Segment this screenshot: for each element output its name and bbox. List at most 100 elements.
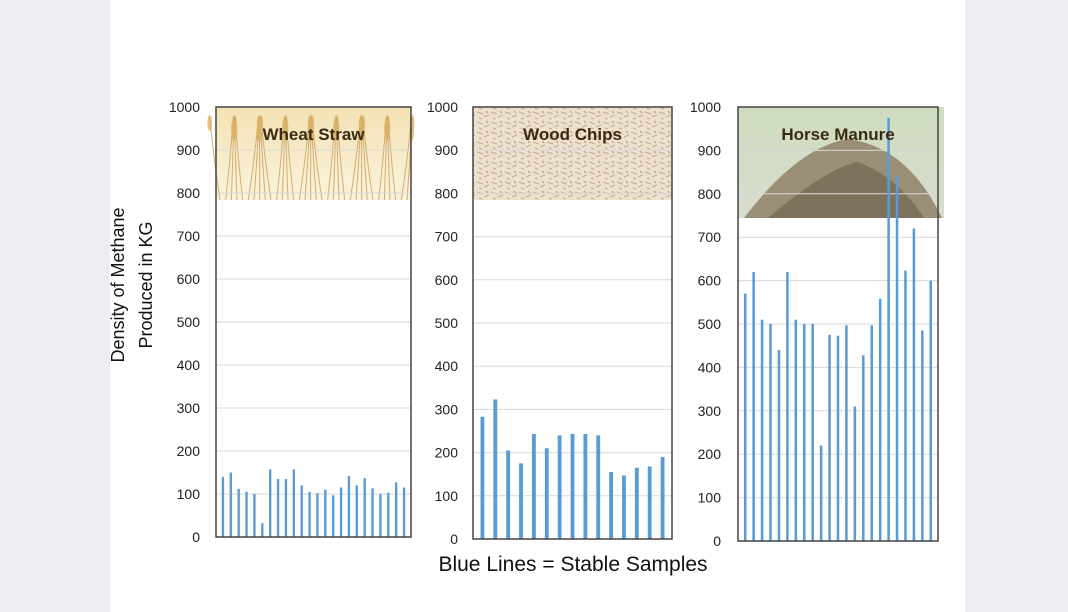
panel-wheat-straw: 0 100 200 300 400 500 600 700 800 900 1000 Wheat St…: [169, 99, 415, 545]
bar: [221, 476, 225, 537]
y-tick-label: 600: [177, 271, 201, 287]
bar: [245, 491, 248, 537]
y-tick-label: 300: [177, 400, 201, 416]
bar: [387, 492, 390, 537]
bar: [332, 495, 335, 537]
bar: [339, 487, 343, 537]
y-tick-label: 700: [177, 228, 201, 244]
bar: [921, 330, 924, 541]
y-tick-label: 1000: [427, 99, 458, 115]
panel-title: Wood Chips: [523, 125, 622, 144]
bar: [786, 271, 789, 541]
bar: [803, 324, 806, 541]
bar: [544, 448, 549, 539]
bar: [622, 475, 626, 539]
y-tick-label: 700: [435, 229, 459, 245]
bar: [878, 298, 882, 541]
bar: [557, 435, 562, 539]
y-tick-label: 0: [192, 529, 200, 545]
bar: [929, 280, 933, 541]
y-tick-label: 300: [698, 403, 722, 419]
bar: [819, 445, 823, 541]
horse-manure-photo: [738, 107, 944, 218]
bar: [308, 491, 311, 537]
bar: [794, 319, 798, 541]
y-tick-label: 800: [698, 186, 722, 202]
bar: [237, 488, 240, 537]
bar: [229, 472, 232, 537]
y-tick-label: 400: [435, 358, 459, 374]
bar: [363, 478, 366, 537]
y-tick-label: 800: [435, 185, 459, 201]
bar: [519, 463, 523, 539]
y-tick-label: 0: [713, 533, 721, 549]
bar: [480, 416, 485, 539]
y-tick-label: 900: [698, 142, 722, 158]
bar: [760, 319, 764, 541]
y-tick-label: 600: [435, 272, 459, 288]
y-tick-label: 100: [435, 488, 459, 504]
bar: [752, 271, 755, 541]
bar: [904, 270, 907, 541]
y-tick-label: 400: [698, 359, 722, 375]
y-tick-label: 1000: [690, 99, 721, 115]
wheat-straw-photo: [207, 107, 415, 201]
y-tick-label: 500: [177, 314, 201, 330]
bar: [660, 456, 665, 539]
bar: [912, 228, 916, 541]
bar: [853, 406, 857, 541]
y-tick-label: 200: [177, 443, 201, 459]
y-axis-label: Density of Methane Produced in KG: [108, 207, 156, 362]
bar: [355, 485, 358, 537]
bar: [609, 472, 614, 539]
bar: [269, 469, 272, 537]
y-tick-label: 100: [177, 486, 201, 502]
bar: [276, 478, 280, 537]
y-tick-label: 800: [177, 185, 201, 201]
chart-caption: Blue Lines = Stable Samples: [438, 553, 707, 576]
bar: [596, 435, 601, 539]
bar: [583, 434, 588, 539]
bar: [811, 324, 814, 541]
bar: [743, 293, 747, 541]
y-tick-label: 900: [177, 142, 201, 158]
y-tick-label: 1000: [169, 99, 200, 115]
bar: [862, 355, 865, 541]
panel-wood-chips: 0 100 200 300 400 500 600 700 800 900 1000 Wood Chi…: [427, 99, 673, 547]
bar: [402, 487, 406, 537]
bar: [284, 478, 288, 537]
y-tick-label: 0: [450, 531, 458, 547]
y-axis-label-line-1: Density of Methane: [108, 207, 128, 362]
panel-title: Horse Manure: [781, 125, 894, 144]
y-tick-label: 500: [435, 315, 459, 331]
bar: [828, 334, 831, 541]
bar: [506, 450, 511, 539]
bar: [531, 434, 536, 539]
bar: [634, 467, 639, 539]
wood-chips-photo: [473, 107, 672, 200]
y-tick-label: 300: [435, 401, 459, 417]
y-tick-label: 500: [698, 316, 722, 332]
panel-horse-manure: 0 100 200 300 400 500 600 700 800 900 1000 Horse Ma…: [690, 99, 944, 549]
bar: [379, 494, 382, 537]
plot-frame: [215, 106, 412, 538]
bar: [261, 523, 264, 537]
bar: [769, 324, 772, 541]
plot-frame: [737, 106, 939, 542]
y-tick-label: 700: [698, 229, 722, 245]
bar: [836, 335, 840, 541]
y-tick-label: 900: [435, 142, 459, 158]
bar: [300, 485, 303, 537]
bar: [324, 489, 327, 537]
y-tick-label: 400: [177, 357, 201, 373]
bar: [777, 350, 781, 541]
bar: [395, 482, 398, 537]
bar: [647, 466, 652, 539]
bar: [292, 469, 295, 537]
bar: [570, 434, 575, 539]
plot-frame: [472, 106, 673, 540]
bar: [347, 475, 351, 537]
y-tick-label: 100: [698, 490, 722, 506]
bar: [371, 488, 374, 537]
